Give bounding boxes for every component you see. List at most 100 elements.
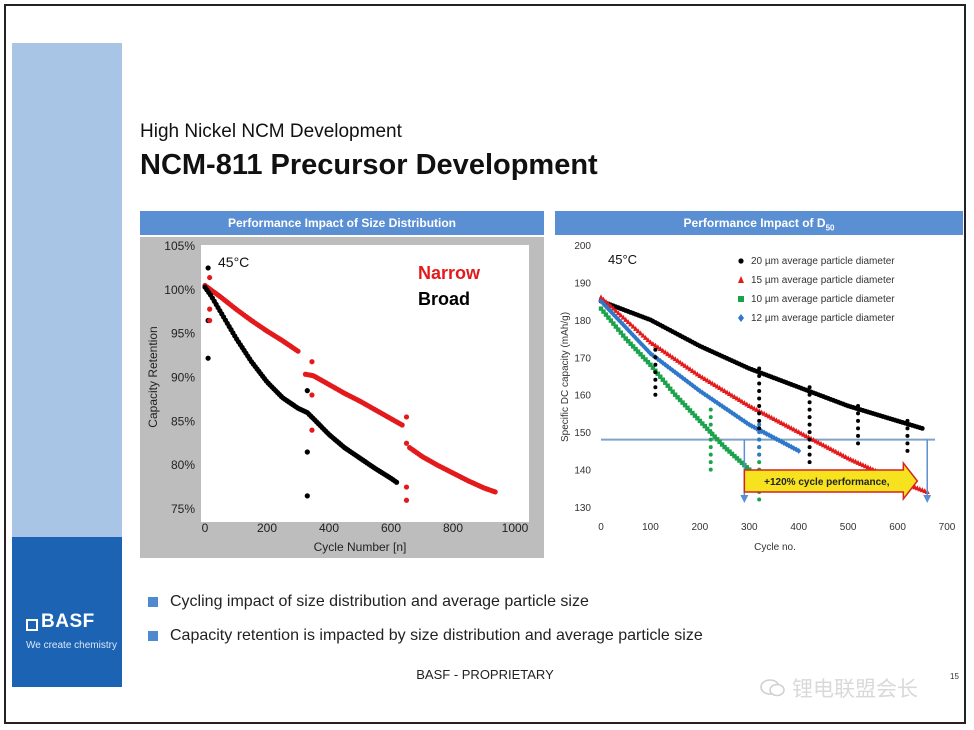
- data-point: [623, 324, 629, 331]
- data-point: [697, 373, 703, 378]
- y-tick-label: 100%: [164, 283, 195, 297]
- data-point: [722, 444, 727, 450]
- chart-left-header: Performance Impact of Size Distribution: [140, 211, 544, 235]
- data-point: [734, 395, 740, 401]
- x-tick-label: 600: [381, 521, 401, 535]
- legend-label: Narrow: [418, 263, 481, 283]
- data-point: [744, 401, 750, 407]
- data-point: [708, 452, 713, 457]
- data-point: [764, 412, 770, 418]
- data-point: [791, 426, 797, 432]
- arrow-head-icon: [923, 495, 932, 503]
- data-point: [653, 355, 658, 360]
- data-point: [757, 403, 762, 408]
- x-tick-label: 200: [257, 521, 277, 535]
- x-axis-label: Cycle Number [n]: [314, 540, 407, 554]
- data-point: [668, 386, 673, 391]
- data-point: [697, 387, 703, 394]
- data-point: [729, 451, 735, 457]
- x-tick-label: 800: [443, 521, 463, 535]
- data-point: [640, 332, 646, 338]
- data-point: [667, 352, 673, 358]
- data-point: [647, 350, 653, 357]
- data-point: [638, 330, 644, 336]
- data-point: [677, 359, 683, 365]
- watermark: 锂电联盟会长: [760, 673, 918, 703]
- data-point: [807, 415, 812, 420]
- data-point: [692, 384, 698, 391]
- data-point: [843, 454, 849, 460]
- data-point: [807, 422, 812, 427]
- data-point: [807, 437, 812, 442]
- data-point: [708, 415, 713, 420]
- data-point: [807, 400, 812, 405]
- data-point: [650, 340, 656, 346]
- data-point: [606, 315, 611, 320]
- data-point: [769, 414, 775, 420]
- page-number: 15: [950, 672, 959, 681]
- temperature-annotation: 45°C: [608, 252, 637, 267]
- data-point: [611, 321, 616, 326]
- data-point: [295, 348, 301, 354]
- data-point: [600, 300, 606, 307]
- data-point: [757, 388, 762, 393]
- data-point: [687, 408, 693, 413]
- data-point: [705, 426, 710, 431]
- legend-marker: [738, 296, 744, 302]
- chart-left-plot-area: [201, 245, 529, 522]
- data-point: [856, 418, 861, 423]
- data-point: [707, 378, 713, 384]
- data-point: [709, 396, 715, 403]
- data-point: [724, 389, 730, 395]
- data-point: [630, 344, 636, 349]
- data-point: [708, 430, 713, 435]
- data-point: [778, 419, 784, 425]
- data-point: [638, 352, 643, 357]
- legend-label: 20 µm average particle diameter: [751, 256, 895, 267]
- x-tick-label: 500: [840, 522, 857, 533]
- data-point: [692, 413, 698, 418]
- data-point: [598, 306, 604, 311]
- data-point: [712, 434, 717, 439]
- data-point: [697, 418, 703, 424]
- data-point: [689, 367, 695, 373]
- data-point: [393, 479, 400, 485]
- data-point: [717, 439, 722, 445]
- brand-name: BASF: [41, 611, 95, 632]
- data-point: [399, 422, 405, 428]
- slide-title: NCM-811 Precursor Development: [140, 149, 598, 181]
- data-point: [757, 460, 762, 465]
- data-point: [690, 410, 695, 416]
- data-point: [807, 407, 812, 412]
- data-point: [776, 437, 782, 444]
- data-point: [710, 431, 715, 437]
- wechat-icon: [760, 679, 785, 697]
- data-point: [630, 323, 636, 329]
- data-point: [657, 346, 663, 352]
- data-point: [613, 307, 619, 313]
- data-point: [856, 426, 861, 431]
- data-point: [680, 361, 686, 367]
- legend-label: Broad: [418, 289, 470, 309]
- y-tick-label: 160: [574, 391, 591, 402]
- legend-label: 15 µm average particle diameter: [751, 275, 895, 286]
- data-point: [714, 399, 720, 406]
- data-point: [640, 342, 646, 349]
- data-point: [642, 334, 648, 340]
- data-point: [620, 314, 626, 320]
- data-point: [801, 431, 807, 437]
- data-point: [778, 438, 784, 445]
- data-point: [820, 442, 826, 448]
- data-point: [757, 426, 762, 431]
- data-point: [207, 317, 213, 324]
- data-point: [694, 386, 700, 393]
- data-point: [757, 396, 762, 401]
- data-point: [623, 336, 628, 341]
- legend-marker: [738, 258, 744, 264]
- data-point: [856, 441, 861, 446]
- data-point: [838, 451, 844, 457]
- data-point: [905, 426, 910, 431]
- data-point: [708, 407, 713, 412]
- data-point: [601, 309, 606, 314]
- data-point: [616, 327, 621, 332]
